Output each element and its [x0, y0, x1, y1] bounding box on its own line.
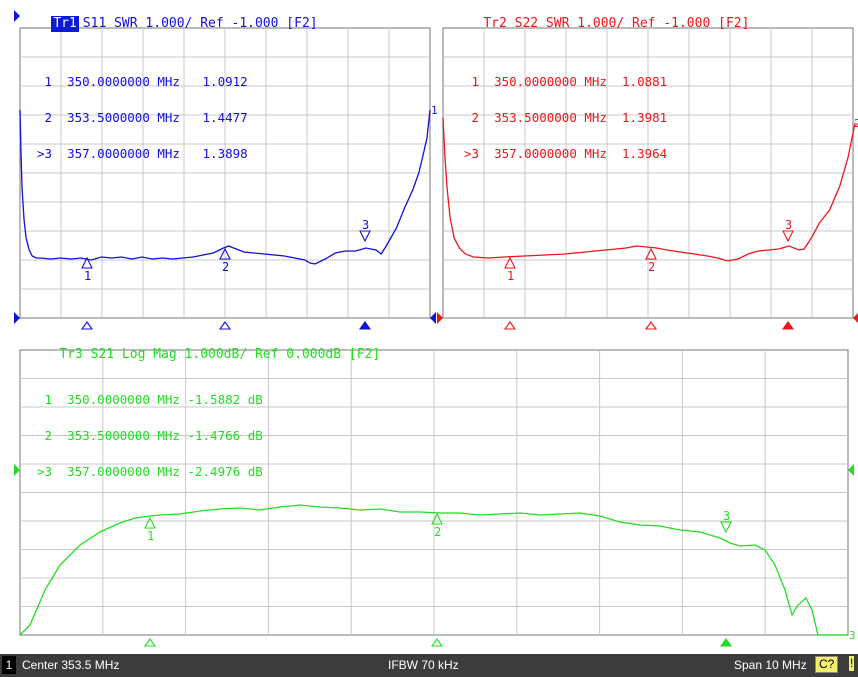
- marker-icon: [720, 521, 732, 534]
- trace-line: [442, 117, 856, 262]
- marker-row: >3 357.0000000 MHz 1.3898: [36, 146, 248, 161]
- marker-row: 1 350.0000000 MHz 1.0912: [44, 74, 248, 89]
- trace-end-label: 2: [854, 117, 858, 130]
- tr1-header[interactable]: Tr1 S11 SWR 1.000/ Ref -1.000 [F2]: [20, 0, 318, 48]
- tr2-marker-table: 1 350.0000000 MHz 1.0881 2 353.5000000 M…: [457, 52, 667, 184]
- stimulus-marker-icon: [430, 638, 444, 647]
- active-trace-icon: [14, 10, 20, 22]
- tr1-header-text: S11 SWR 1.000/ Ref -1.000 [F2]: [82, 16, 318, 31]
- tr3-marker-table: 1 350.0000000 MHz -1.5882 dB 2 353.50000…: [30, 370, 263, 502]
- marker-row: 2 353.5000000 MHz 1.4477: [44, 110, 248, 125]
- reference-level-icon: [853, 313, 858, 323]
- marker-icon: [144, 516, 156, 529]
- tr2-label[interactable]: Tr2: [483, 16, 507, 31]
- tr3-header[interactable]: Tr3 S21 Log Mag 1.000dB/ Ref 0.000dB [F2…: [28, 331, 380, 379]
- marker-label: 1: [84, 269, 91, 283]
- marker-label: 1: [507, 269, 514, 283]
- marker-row: 1 350.0000000 MHz -1.5882 dB: [44, 392, 263, 407]
- center-frequency[interactable]: Center 353.5 MHz: [22, 658, 120, 672]
- stimulus-marker-icon: [781, 321, 795, 330]
- marker-label: 2: [222, 260, 229, 274]
- marker-row: 2 353.5000000 MHz 1.3981: [471, 110, 668, 125]
- reference-level-icon: [437, 312, 443, 324]
- marker-label: 1: [147, 529, 154, 543]
- channel-indicator[interactable]: 1: [2, 656, 16, 674]
- warning-indicator[interactable]: !: [849, 656, 855, 671]
- trace-line: [19, 109, 431, 265]
- reference-level-icon: [14, 312, 20, 324]
- ifbw-setting[interactable]: IFBW 70 kHz: [388, 658, 459, 672]
- reference-level-icon: [848, 464, 854, 476]
- tr3-label[interactable]: Tr3: [59, 347, 83, 362]
- trace-end-label: 3: [849, 629, 856, 642]
- marker-label: 2: [434, 525, 441, 539]
- span-setting[interactable]: Span 10 MHz: [734, 658, 807, 672]
- tr1-label[interactable]: Tr1: [51, 16, 79, 32]
- marker-icon: [645, 247, 657, 260]
- stimulus-marker-icon: [644, 321, 658, 330]
- marker-label: 3: [723, 509, 730, 523]
- tr3-header-text: S21 Log Mag 1.000dB/ Ref 0.000dB [F2]: [90, 347, 381, 362]
- stimulus-marker-icon: [719, 638, 733, 647]
- reference-level-icon: [14, 464, 20, 476]
- marker-label: 2: [648, 260, 655, 274]
- trace-plots: 1 2 3 1 1 2 3 2 1 2 3 3: [14, 10, 858, 647]
- marker-icon: [431, 512, 443, 525]
- marker-row: 2 353.5000000 MHz -1.4766 dB: [44, 428, 263, 443]
- marker-icon: [504, 256, 516, 269]
- marker-label: 3: [785, 218, 792, 232]
- marker-icon: [219, 247, 231, 260]
- stimulus-marker-icon: [218, 321, 232, 330]
- calibration-status[interactable]: C?: [815, 656, 839, 673]
- stimulus-marker-icon: [143, 638, 157, 647]
- stimulus-marker-icon: [358, 321, 372, 330]
- reference-level-icon: [430, 312, 436, 324]
- marker-icon: [782, 230, 794, 243]
- stimulus-marker-icon: [503, 321, 517, 330]
- marker-row: 1 350.0000000 MHz 1.0881: [471, 74, 668, 89]
- trace-end-label: 1: [431, 104, 438, 117]
- tr2-header[interactable]: Tr2 S22 SWR 1.000/ Ref -1.000 [F2]: [452, 0, 749, 48]
- marker-icon: [359, 230, 371, 243]
- marker-icon: [81, 256, 93, 269]
- stimulus-marker-icon: [80, 321, 94, 330]
- marker-label: 3: [362, 218, 369, 232]
- tr1-marker-table: 1 350.0000000 MHz 1.0912 2 353.5000000 M…: [30, 52, 248, 184]
- tr2-header-text: S22 SWR 1.000/ Ref -1.000 [F2]: [514, 16, 750, 31]
- status-bar: 1 Center 353.5 MHz IFBW 70 kHz Span 10 M…: [0, 654, 858, 677]
- marker-row: >3 357.0000000 MHz 1.3964: [463, 146, 668, 161]
- marker-row: >3 357.0000000 MHz -2.4976 dB: [36, 464, 263, 479]
- trace-line: [19, 504, 848, 636]
